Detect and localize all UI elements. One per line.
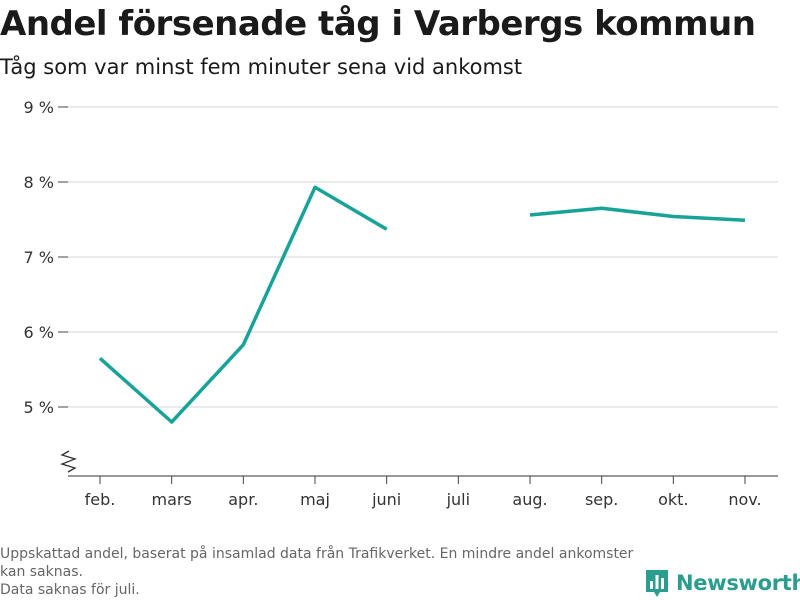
footer-note-line-1: Uppskattad andel, baserat på insamlad da… — [0, 546, 634, 580]
series-line-segment — [529, 206, 746, 223]
chart-subtitle: Tåg som var minst fem minuter sena vid a… — [0, 55, 523, 79]
y-tick-label: 8 % — [24, 173, 54, 192]
footer-note: Uppskattad andel, baserat på insamlad da… — [0, 545, 640, 599]
footer-note-line-2: Data saknas för juli. — [0, 582, 140, 598]
y-tick-label: 7 % — [24, 248, 54, 267]
bar-chart-logo-icon — [646, 570, 668, 597]
x-tick-label: feb. — [85, 490, 116, 509]
y-tick-label: 6 % — [24, 323, 54, 342]
x-tick-label: okt. — [658, 490, 688, 509]
x-tick-label: apr. — [228, 490, 258, 509]
x-tick-label: mars — [152, 490, 192, 509]
x-tick-label: nov. — [728, 490, 761, 509]
y-tick-label: 9 % — [24, 98, 54, 117]
x-tick-label: juli — [446, 490, 470, 509]
x-tick-label: aug. — [512, 490, 547, 509]
brand-logo[interactable]: Newsworthy — [644, 568, 800, 598]
brand-name: Newsworthy — [676, 571, 800, 595]
series-lines — [98, 185, 746, 424]
x-tick-label: juni — [371, 490, 401, 509]
y-axis-break-icon — [60, 450, 77, 473]
series-line-segment — [98, 185, 388, 424]
chart-title: Andel försenade tåg i Varbergs kommun — [0, 4, 756, 44]
x-tick-label: sep. — [585, 490, 618, 509]
y-axis-ticks: 5 % 6 % 7 % 8 % 9 % — [24, 98, 68, 417]
x-axis-ticks: feb. mars apr. maj juni juli aug. sep. okt. nov. — [85, 476, 762, 509]
y-tick-label: 5 % — [24, 398, 54, 417]
x-tick-label: maj — [300, 490, 330, 509]
grid-lines — [68, 106, 778, 408]
